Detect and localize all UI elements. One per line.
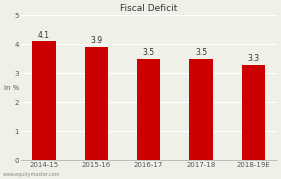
Text: 3.5: 3.5 [143,48,155,57]
Bar [32,41,56,160]
Bar [85,47,108,160]
Text: 4.1: 4.1 [38,31,50,40]
Y-axis label: in %: in % [4,85,20,91]
Bar [137,59,160,160]
Text: 3.5: 3.5 [195,48,207,57]
Text: 3.9: 3.9 [90,37,102,45]
Text: 3.3: 3.3 [247,54,259,63]
Bar [189,59,213,160]
Text: www.equitymaster.com: www.equitymaster.com [3,172,60,177]
Title: Fiscal Deficit: Fiscal Deficit [120,4,177,13]
Bar [242,65,265,160]
